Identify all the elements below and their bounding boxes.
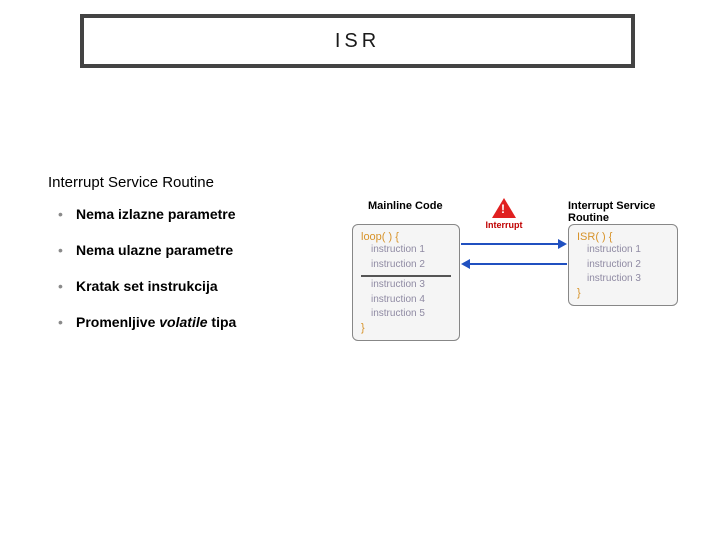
main-fn: loop( ) {	[361, 231, 451, 243]
isr-instr: instruction 3	[587, 272, 669, 287]
mainline-code-box: loop( ) { instruction 1 instruction 2 in…	[352, 224, 460, 341]
list-item: Promenljive volatile tipa	[56, 314, 236, 330]
main-instr: instruction 4	[371, 293, 451, 308]
bullet-prefix: Promenljive	[76, 314, 159, 330]
page-title: ISR	[335, 30, 380, 53]
subtitle: Interrupt Service Routine	[48, 174, 214, 191]
main-instr: instruction 1	[371, 243, 451, 258]
bullet-italic: volatile	[159, 314, 207, 330]
diagram-label-isr: Interrupt Service Routine	[568, 200, 693, 224]
isr-instr: instruction 2	[587, 258, 669, 273]
diagram-label-main: Mainline Code	[368, 200, 443, 212]
interrupt-icon: Interrupt	[488, 198, 520, 230]
isr-instr: instruction 1	[587, 243, 669, 258]
main-instr: instruction 2	[371, 258, 451, 273]
isr-fn: ISR( ) {	[577, 231, 669, 243]
diagram: Mainline Code Interrupt Service Routine …	[348, 200, 693, 350]
bullet-text: Nema ulazne parametre	[76, 242, 233, 258]
main-close: }	[361, 322, 451, 334]
list-item: Nema izlazne parametre	[56, 206, 236, 222]
interrupt-label: Interrupt	[486, 220, 523, 230]
title-box: ISR	[80, 14, 635, 68]
main-instr: instruction 3	[371, 278, 451, 293]
bullet-list: Nema izlazne parametre Nema ulazne param…	[56, 206, 236, 350]
list-item: Nema ulazne parametre	[56, 242, 236, 258]
bullet-text: Nema izlazne parametre	[76, 206, 236, 222]
main-instr: instruction 5	[371, 307, 451, 322]
bullet-text: Kratak set instrukcija	[76, 278, 218, 294]
bullet-suffix: tipa	[208, 314, 237, 330]
list-item: Kratak set instrukcija	[56, 278, 236, 294]
interrupt-marker-line	[361, 275, 451, 277]
warning-triangle-icon	[492, 198, 516, 218]
isr-close: }	[577, 287, 669, 299]
isr-code-box: ISR( ) { instruction 1 instruction 2 ins…	[568, 224, 678, 306]
